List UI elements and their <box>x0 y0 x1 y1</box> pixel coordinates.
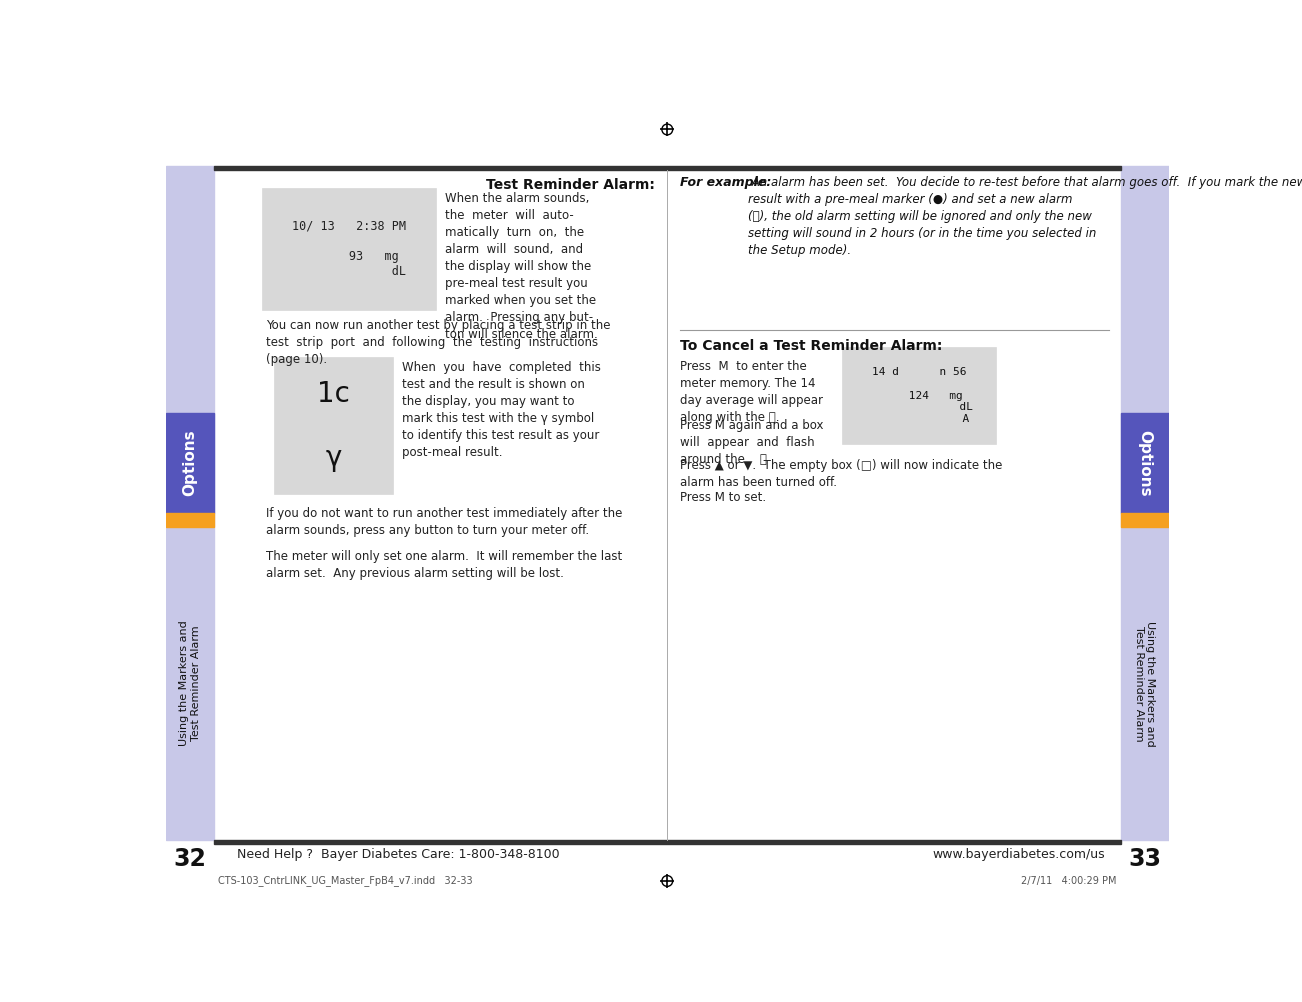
Bar <box>165 166 214 841</box>
Text: For example:: For example: <box>681 176 772 189</box>
Text: CTS-103_CntrLINK_UG_Master_FpB4_v7.indd   32-33: CTS-103_CntrLINK_UG_Master_FpB4_v7.indd … <box>217 876 473 887</box>
Text: 10/ 13   2:38 PM

       93   mg
              dL: 10/ 13 2:38 PM 93 mg dL <box>292 219 406 278</box>
Text: Options: Options <box>182 430 198 496</box>
Text: The meter will only set one alarm.  It will remember the last
alarm set.  Any pr: The meter will only set one alarm. It wi… <box>266 550 622 580</box>
Bar <box>1121 513 1169 527</box>
Text: Need Help ?  Bayer Diabetes Care: 1-800-348-8100: Need Help ? Bayer Diabetes Care: 1-800-3… <box>237 848 560 861</box>
Text: 2/7/11   4:00:29 PM: 2/7/11 4:00:29 PM <box>1022 876 1117 886</box>
Text: 32: 32 <box>173 848 206 872</box>
Text: Using the Markers and
Test Reminder Alarm: Using the Markers and Test Reminder Alar… <box>1134 620 1155 746</box>
Text: 33: 33 <box>1128 848 1161 872</box>
Text: www.bayerdiabetes.com/us: www.bayerdiabetes.com/us <box>932 848 1105 861</box>
Bar <box>1121 166 1169 841</box>
Text: If you do not want to run another test immediately after the
alarm sounds, press: If you do not want to run another test i… <box>266 507 622 537</box>
Text: 14 d      n 56

     124   mg
              dL
              A: 14 d n 56 124 mg dL A <box>865 368 973 424</box>
Text: Press M again and a box
will  appear  and  flash
around the    ⌚   .: Press M again and a box will appear and … <box>681 419 824 466</box>
Text: Press  M  to enter the
meter memory. The 14
day average will appear
along with t: Press M to enter the meter memory. The 1… <box>681 361 823 425</box>
Text: 1c

γ: 1c γ <box>318 380 350 472</box>
Text: When the alarm sounds,
the  meter  will  auto-
matically  turn  on,  the
alarm  : When the alarm sounds, the meter will au… <box>445 191 598 341</box>
Text: Test Reminder Alarm:: Test Reminder Alarm: <box>486 178 655 192</box>
Bar <box>214 841 1121 844</box>
Text: Press ▲ or ▼.  The empty box (□) will now indicate the
alarm has been turned off: Press ▲ or ▼. The empty box (□) will now… <box>681 459 1003 489</box>
Bar <box>214 166 1121 170</box>
Text: Press M to set.: Press M to set. <box>681 491 767 504</box>
Text: When  you  have  completed  this
test and the result is shown on
the display, yo: When you have completed this test and th… <box>402 362 602 459</box>
Text: Using the Markers and
Test Reminder Alarm: Using the Markers and Test Reminder Alar… <box>180 620 201 746</box>
Text: An alarm has been set.  You decide to re-test before that alarm goes off.  If yo: An alarm has been set. You decide to re-… <box>749 176 1302 258</box>
Bar <box>165 513 214 527</box>
Bar <box>842 348 996 444</box>
Bar <box>273 358 393 494</box>
Text: To Cancel a Test Reminder Alarm:: To Cancel a Test Reminder Alarm: <box>681 339 943 353</box>
Text: Options: Options <box>1137 430 1152 496</box>
Text: You can now run another test by placing a test strip in the
test  strip  port  a: You can now run another test by placing … <box>266 319 611 366</box>
Bar <box>165 413 214 513</box>
Bar <box>262 188 435 310</box>
Bar <box>1121 413 1169 513</box>
